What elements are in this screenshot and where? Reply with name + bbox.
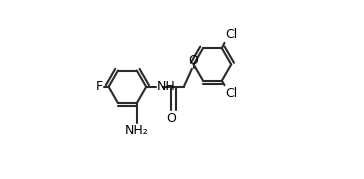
Text: NH₂: NH₂ [125,124,149,137]
Text: O: O [166,112,176,125]
Text: Cl: Cl [225,28,238,41]
Text: Cl: Cl [225,87,238,100]
Text: F: F [96,80,103,93]
Text: O: O [188,54,198,67]
Text: NH: NH [157,80,176,93]
